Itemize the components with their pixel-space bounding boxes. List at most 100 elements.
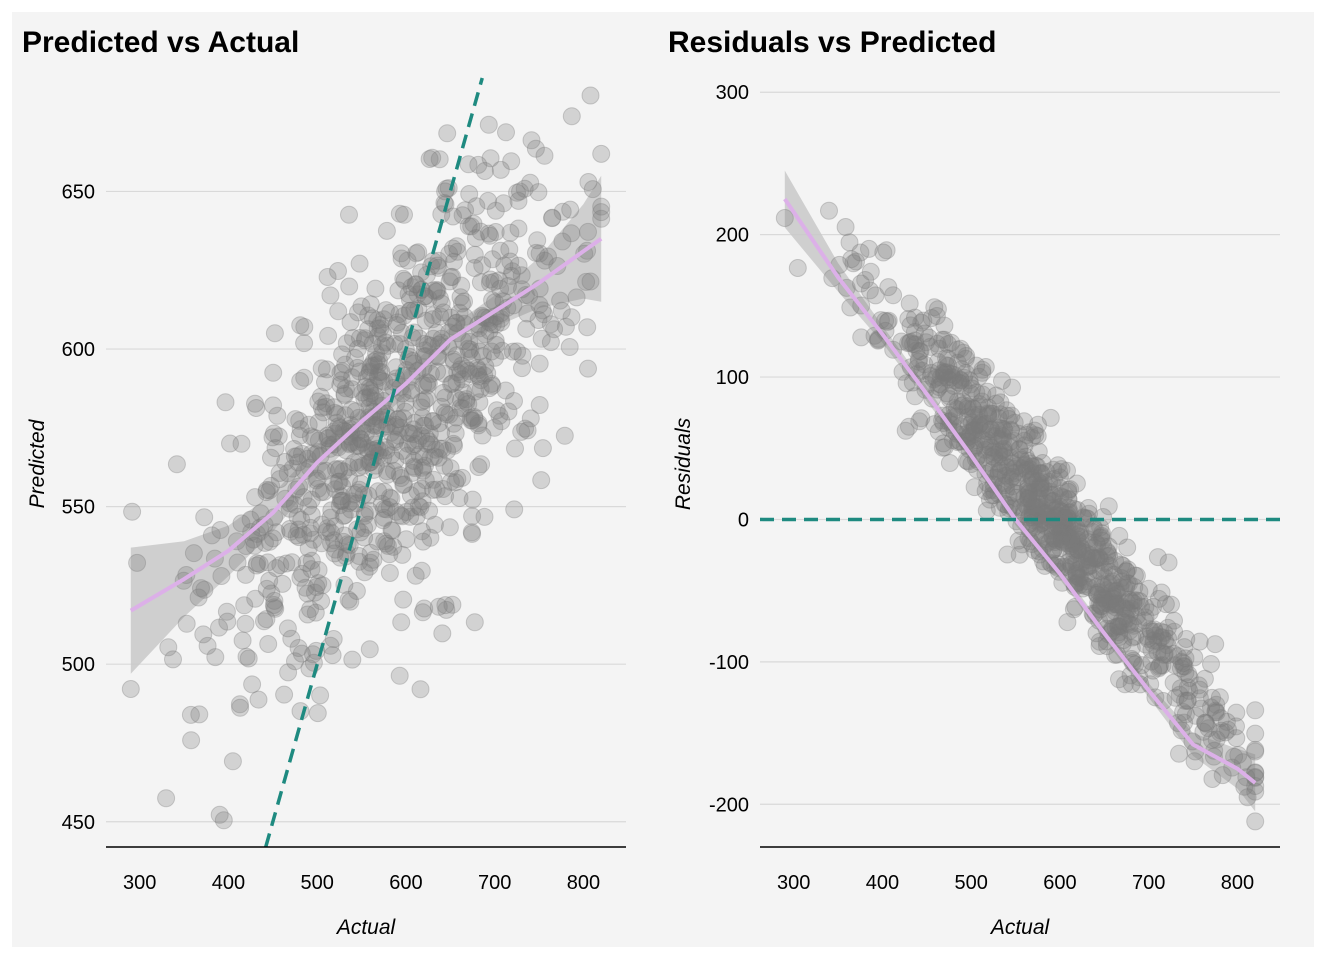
data-point bbox=[1170, 685, 1189, 704]
data-point bbox=[1149, 632, 1168, 651]
data-point bbox=[1028, 498, 1047, 517]
data-point bbox=[437, 405, 456, 424]
data-point bbox=[1159, 645, 1178, 664]
data-point bbox=[530, 296, 549, 314]
data-point bbox=[948, 353, 967, 372]
data-point bbox=[929, 422, 948, 441]
data-point bbox=[392, 469, 411, 487]
data-point bbox=[1021, 454, 1040, 473]
data-point bbox=[487, 315, 506, 334]
data-point bbox=[1034, 479, 1053, 498]
data-point bbox=[954, 343, 973, 362]
data-point bbox=[295, 318, 314, 336]
data-point bbox=[1211, 723, 1229, 742]
data-point bbox=[971, 414, 990, 433]
data-point bbox=[984, 442, 1003, 461]
data-point bbox=[1037, 503, 1056, 522]
data-point bbox=[335, 506, 354, 525]
data-point bbox=[1132, 597, 1150, 616]
data-point bbox=[995, 443, 1014, 462]
data-point bbox=[340, 205, 358, 224]
data-point bbox=[512, 266, 531, 285]
data-point bbox=[1028, 489, 1047, 508]
data-point bbox=[910, 350, 928, 369]
data-point bbox=[913, 361, 932, 380]
data-point bbox=[444, 252, 463, 271]
data-point bbox=[264, 363, 283, 382]
data-point bbox=[935, 364, 954, 383]
data-point bbox=[897, 374, 916, 393]
data-point bbox=[1165, 622, 1184, 641]
data-point bbox=[314, 482, 333, 501]
data-point bbox=[311, 483, 330, 502]
data-point bbox=[360, 557, 379, 576]
data-point bbox=[336, 441, 355, 460]
data-point bbox=[1018, 451, 1037, 470]
data-point bbox=[461, 340, 480, 359]
data-point bbox=[353, 433, 372, 452]
data-point bbox=[929, 378, 948, 396]
data-point bbox=[990, 430, 1009, 448]
data-point bbox=[958, 397, 977, 416]
data-point bbox=[390, 305, 409, 323]
data-point bbox=[1164, 644, 1183, 663]
data-point bbox=[499, 277, 517, 295]
data-point bbox=[1210, 688, 1229, 707]
data-point bbox=[1008, 472, 1027, 491]
data-point bbox=[1040, 532, 1059, 551]
data-point bbox=[1106, 582, 1125, 601]
data-point bbox=[404, 437, 423, 456]
data-point bbox=[1027, 483, 1046, 502]
data-point bbox=[299, 539, 318, 558]
data-point bbox=[1044, 541, 1063, 559]
data-point bbox=[407, 507, 426, 526]
data-point bbox=[995, 474, 1014, 493]
data-point bbox=[1105, 602, 1124, 621]
data-point bbox=[1088, 585, 1107, 604]
data-point bbox=[432, 294, 451, 313]
data-point bbox=[1057, 521, 1076, 540]
data-point bbox=[1059, 489, 1078, 508]
data-point bbox=[552, 301, 571, 320]
data-point bbox=[991, 393, 1010, 412]
data-point bbox=[852, 328, 871, 347]
data-point bbox=[408, 482, 427, 501]
data-point bbox=[266, 439, 285, 458]
data-point bbox=[283, 553, 301, 572]
data-point bbox=[1053, 522, 1072, 541]
data-point bbox=[319, 326, 338, 345]
data-point bbox=[404, 420, 423, 439]
data-point bbox=[532, 471, 551, 490]
data-point bbox=[1235, 777, 1254, 796]
data-point bbox=[325, 544, 344, 563]
data-point bbox=[1034, 527, 1053, 546]
data-point bbox=[377, 441, 396, 460]
data-point bbox=[562, 224, 581, 243]
y-tick-label: -100 bbox=[709, 652, 749, 674]
data-point bbox=[977, 445, 996, 464]
data-point bbox=[388, 313, 407, 332]
data-point bbox=[904, 335, 923, 354]
data-point bbox=[490, 271, 508, 290]
data-point bbox=[293, 564, 312, 583]
data-point bbox=[441, 459, 460, 478]
data-point bbox=[322, 534, 340, 553]
data-point bbox=[1050, 462, 1069, 481]
data-point bbox=[1020, 508, 1038, 527]
data-point bbox=[434, 383, 453, 402]
data-point bbox=[1051, 517, 1070, 536]
data-point bbox=[1246, 812, 1265, 831]
data-point bbox=[1090, 595, 1109, 614]
data-point bbox=[1091, 600, 1110, 619]
data-point bbox=[1051, 523, 1070, 542]
data-point bbox=[424, 470, 443, 489]
data-point bbox=[1043, 521, 1062, 540]
data-point bbox=[443, 374, 462, 393]
data-point bbox=[1109, 617, 1128, 636]
data-point bbox=[395, 271, 414, 290]
data-point bbox=[928, 352, 947, 371]
data-point bbox=[321, 636, 340, 655]
data-point bbox=[943, 368, 962, 387]
data-point bbox=[1058, 534, 1077, 553]
data-point bbox=[1087, 549, 1106, 568]
